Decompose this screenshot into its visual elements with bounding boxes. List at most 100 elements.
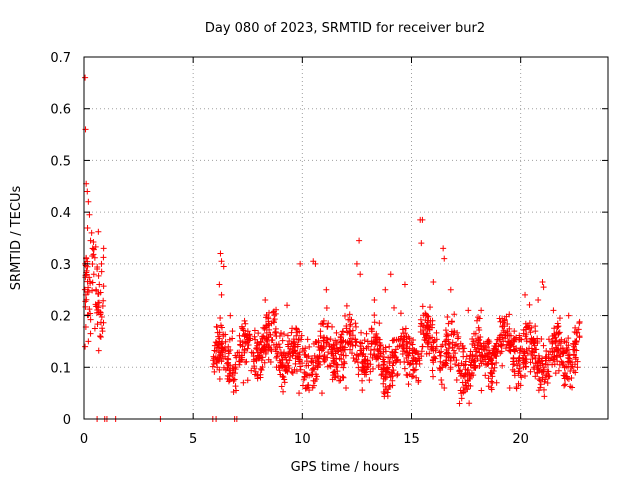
data-point [316,352,323,359]
data-point [318,320,325,327]
data-point [458,395,465,402]
data-point [294,341,301,348]
data-point [478,387,485,394]
data-point [276,367,283,374]
y-tick-label: 0 [63,413,71,428]
data-point [305,353,312,360]
data-point [414,357,421,364]
data-point [500,327,507,334]
data-point [371,312,378,319]
data-point [447,286,454,293]
data-point [217,250,224,257]
data-point [382,286,389,293]
data-point [377,352,384,359]
x-tick-label: 15 [403,432,420,447]
data-point [300,376,307,383]
data-point [555,323,562,330]
data-point [570,346,577,353]
data-point [411,367,418,374]
data-point [89,245,96,252]
data-point [93,286,100,293]
data-point [340,364,347,371]
data-point [538,369,545,376]
data-point [272,325,279,332]
data-point [252,336,259,343]
data-point [216,281,223,288]
data-point [225,361,232,368]
data-point [265,333,272,340]
data-point [225,350,232,357]
data-point [258,347,265,354]
data-point [232,383,239,390]
data-point [536,376,543,383]
data-point [322,357,329,364]
data-point [261,359,268,366]
data-point [486,349,493,356]
data-point [429,367,436,374]
data-point [339,373,346,380]
data-point [297,366,304,373]
data-point [510,336,517,343]
data-point [244,328,251,335]
data-point [299,382,306,389]
data-point [306,343,313,350]
data-point [296,336,303,343]
data-point [83,267,90,274]
data-point [248,367,255,374]
data-point [238,323,245,330]
data-point [244,377,251,384]
data-point [506,338,513,345]
data-point [549,345,556,352]
data-point [323,305,330,312]
data-point [257,348,264,355]
x-tick-label: 5 [189,432,197,447]
data-point [86,306,93,313]
data-point [443,350,450,357]
data-point [556,315,563,322]
data-point [469,351,476,358]
data-point [85,284,92,291]
data-point [488,369,495,376]
data-point [321,352,328,359]
data-point [441,384,448,391]
data-point [312,260,319,267]
data-point [347,321,354,328]
data-point [454,335,461,342]
data-point [403,339,410,346]
data-point [403,371,410,378]
data-point [430,373,437,380]
data-point [288,329,295,336]
data-point [427,334,434,341]
data-point [465,366,472,373]
data-point [450,331,457,338]
data-point [233,387,240,394]
data-point [311,366,318,373]
data-point [438,377,445,384]
data-point [292,355,299,362]
data-point [542,376,549,383]
data-point [95,228,102,235]
data-point [523,336,530,343]
data-point [497,318,504,325]
data-point [576,320,583,327]
data-point [267,346,274,353]
data-point [459,379,466,386]
data-point [92,243,99,250]
data-point [359,387,366,394]
data-point [498,348,505,355]
data-point [236,353,243,360]
data-point [87,330,94,337]
data-point [482,372,489,379]
data-point [305,362,312,369]
data-point [380,356,387,363]
data-point [528,345,535,352]
data-point [484,343,491,350]
data-point [450,347,457,354]
data-point [88,229,95,236]
data-point [284,302,291,309]
data-point [567,383,574,390]
data-point [485,383,492,390]
data-point [411,354,418,361]
data-point [335,348,342,355]
data-point [510,355,517,362]
